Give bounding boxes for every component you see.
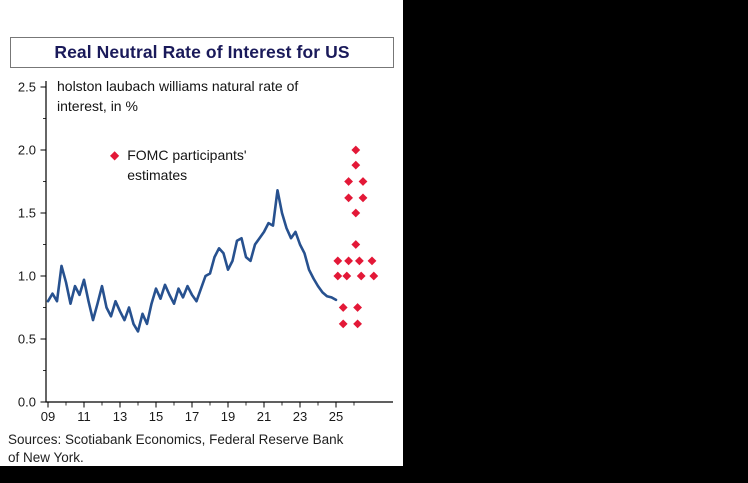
y-tick-label: 2.0 (18, 143, 36, 158)
chart-panel: Real Neutral Rate of Interest for US 0.0… (0, 0, 403, 466)
x-tick-label: 13 (113, 409, 127, 424)
y-tick-label: 2.5 (18, 80, 36, 95)
chart-title: Real Neutral Rate of Interest for US (54, 42, 350, 62)
y-tick-label: 0.5 (18, 332, 36, 347)
fomc-estimate-dot (338, 319, 348, 329)
x-tick-label: 09 (41, 409, 55, 424)
fomc-estimate-dot (358, 177, 368, 186)
legend: ◆ FOMC participants' estimates (110, 145, 267, 186)
fomc-estimate-dot (351, 208, 361, 218)
hlw-line (46, 189, 338, 333)
fomc-estimate-dot (333, 256, 343, 266)
x-tick-label: 21 (257, 409, 271, 424)
fomc-estimate-dot (351, 145, 361, 155)
x-tick-label: 23 (293, 409, 307, 424)
fomc-estimate-dot (369, 271, 379, 281)
fomc-estimate-dot (338, 303, 348, 312)
fomc-estimate-dot (358, 193, 368, 203)
sources-text: Sources: Scotiabank Economics, Federal R… (8, 432, 344, 465)
y-tick-label: 1.0 (18, 269, 36, 284)
legend-label: FOMC participants' estimates (127, 147, 247, 184)
fomc-estimate-dot (367, 256, 377, 266)
fomc-estimate-dot (353, 319, 362, 329)
x-tick-label: 17 (185, 409, 199, 424)
chart-area: 0.0 0.5 1.0 1.5 2.0 2.5 09 11 13 15 17 19 21 23 25 hol… (0, 72, 403, 430)
x-tick-label: 15 (149, 409, 163, 424)
x-tick-label: 25 (329, 409, 343, 424)
chart-title-box: Real Neutral Rate of Interest for US (10, 37, 394, 68)
fomc-estimate-dot (342, 271, 352, 281)
fomc-estimate-dot (344, 177, 353, 186)
y-tick-label: 0.0 (18, 395, 36, 410)
diamond-icon: ◆ (110, 148, 120, 162)
fomc-estimate-dot (356, 271, 366, 281)
fomc-estimate-dot (355, 256, 364, 266)
fomc-estimate-dot (351, 160, 361, 170)
chart-svg: 0.0 0.5 1.0 1.5 2.0 2.5 09 11 13 15 17 19 21 23 25 (18, 80, 393, 424)
fomc-estimate-dot (353, 303, 362, 312)
fomc-estimate-dot (333, 271, 343, 281)
fomc-estimate-dot (351, 240, 361, 249)
x-tick-label: 11 (77, 409, 91, 424)
y-tick-label: 1.5 (18, 206, 36, 221)
x-tick-label: 19 (221, 409, 235, 424)
fomc-estimate-dot (344, 256, 353, 266)
chart-annotation: holston laubach williams natural rate of… (57, 78, 299, 114)
fomc-estimate-dot (344, 193, 353, 203)
